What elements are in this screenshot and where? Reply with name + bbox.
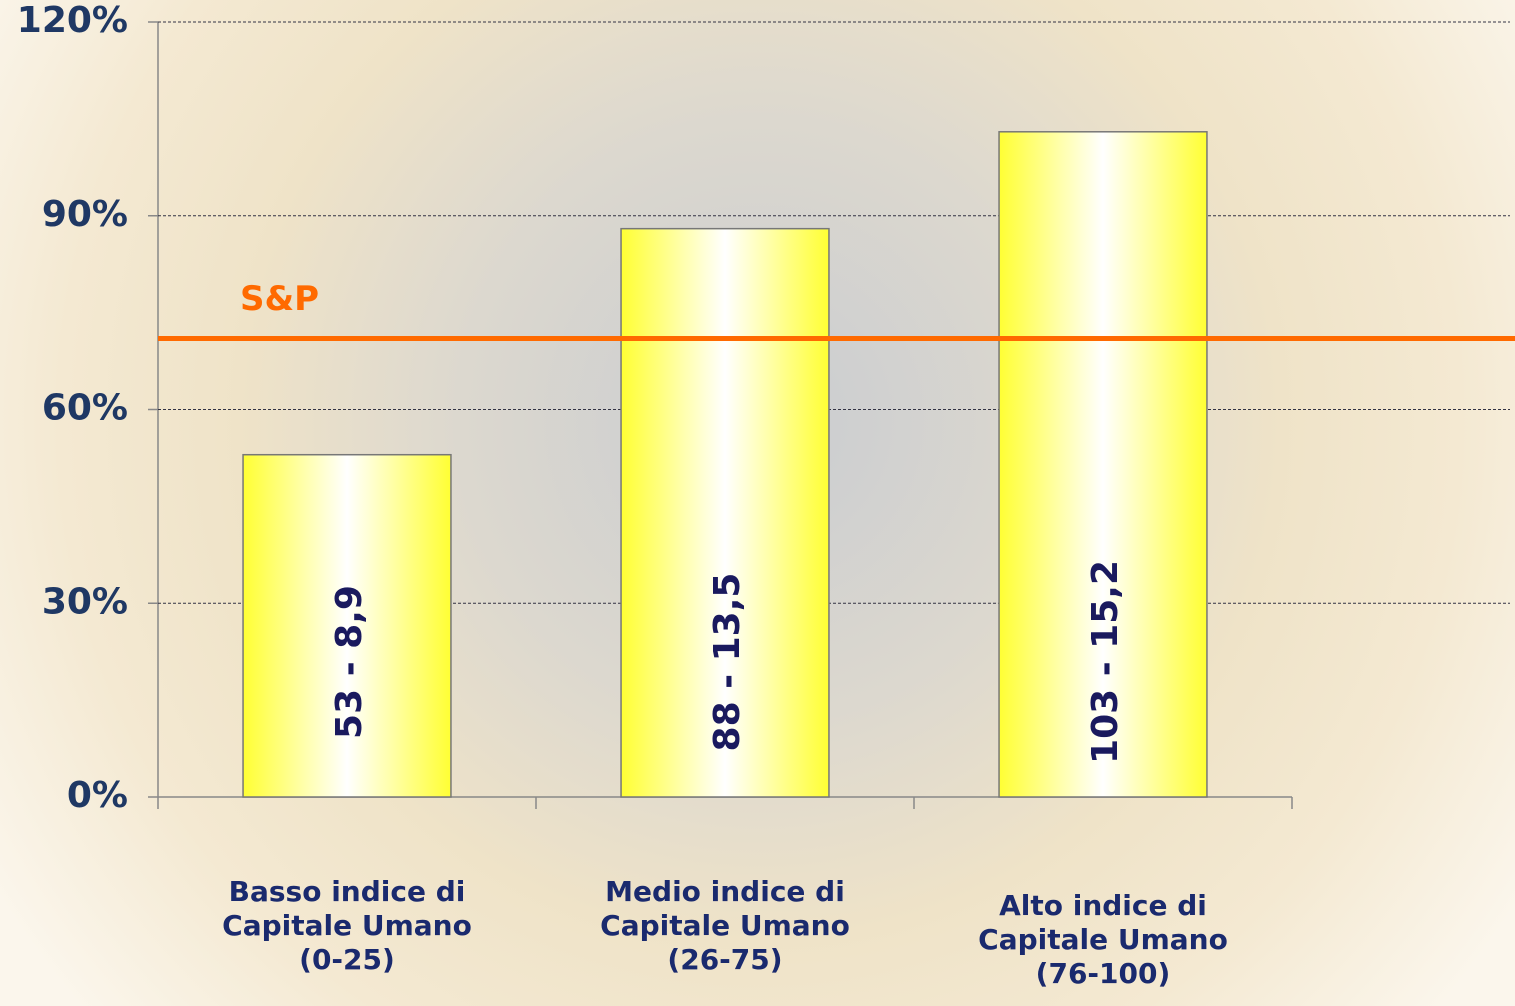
bar (242, 453, 452, 798)
reference-label: S&P (240, 279, 319, 319)
value-label: 53 - 8,9 (329, 585, 370, 739)
y-tick-label: 120% (17, 0, 128, 41)
x-tick-label: Basso indice di Capitale Umano (0-25) (222, 875, 472, 976)
y-tick-label: 0% (67, 775, 128, 816)
bar (620, 227, 830, 798)
value-label: 103 - 15,2 (1085, 560, 1126, 764)
value-label: 88 - 13,5 (707, 573, 748, 752)
bar (998, 131, 1208, 798)
x-tick-label: Alto indice di Capitale Umano (76-100) (978, 889, 1228, 990)
y-tick-label: 90% (42, 194, 128, 235)
y-tick-label: 30% (42, 581, 128, 622)
x-tick-label: Medio indice di Capitale Umano (26-75) (600, 875, 850, 976)
y-tick-label: 60% (42, 388, 128, 429)
